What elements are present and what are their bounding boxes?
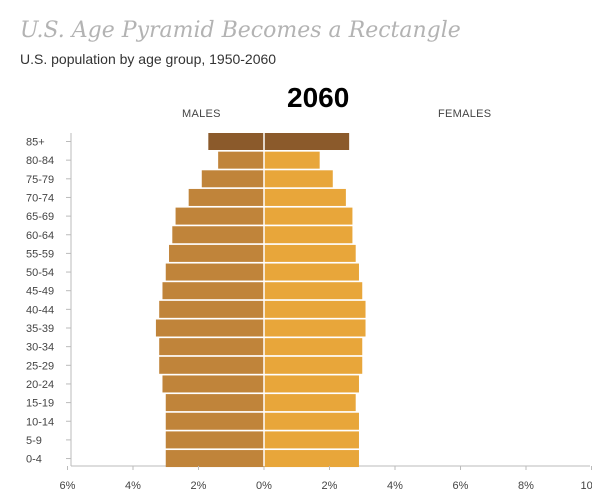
age-group-label: 15-19 — [26, 398, 54, 410]
females-label: FEMALES — [438, 108, 492, 120]
age-group-label: 20-24 — [26, 379, 54, 391]
female-bar — [264, 226, 353, 244]
male-bar — [165, 431, 264, 449]
female-bar — [264, 375, 359, 393]
x-tick-label: 2% — [322, 480, 338, 492]
female-bar — [264, 263, 359, 281]
female-bar — [264, 450, 359, 468]
age-group-label: 75-79 — [26, 174, 54, 186]
female-bar — [264, 207, 353, 225]
male-bar — [175, 207, 264, 225]
male-bar — [155, 319, 264, 337]
male-bar — [172, 226, 264, 244]
female-bar — [264, 394, 356, 412]
year-label: 2060 — [287, 82, 350, 113]
male-bar — [169, 244, 264, 262]
male-bar — [208, 133, 264, 150]
age-group-label: 35-39 — [26, 323, 54, 335]
female-bar — [264, 412, 359, 430]
female-bar — [264, 431, 359, 449]
age-group-label: 80-84 — [26, 155, 54, 167]
male-bar — [159, 338, 264, 356]
age-group-label: 65-69 — [26, 211, 54, 223]
x-tick-label: 10% — [580, 480, 592, 492]
female-bar — [264, 282, 363, 300]
age-group-label: 25-29 — [26, 360, 54, 372]
female-bar — [264, 319, 366, 337]
age-group-label: 50-54 — [26, 267, 54, 279]
female-bar — [264, 338, 363, 356]
x-tick-label: 0% — [256, 480, 272, 492]
x-tick-label: 4% — [125, 480, 141, 492]
female-bar — [264, 170, 333, 188]
female-bar — [264, 356, 363, 374]
age-group-label: 0-4 — [26, 454, 42, 466]
male-bar — [165, 412, 264, 430]
male-bar — [188, 188, 264, 206]
chart-subtitle: U.S. population by age group, 1950-2060 — [20, 51, 277, 67]
female-bar — [264, 133, 350, 150]
x-tick-label: 4% — [387, 480, 403, 492]
male-bar — [162, 282, 264, 300]
x-tick-label: 2% — [191, 480, 207, 492]
x-tick-label: 8% — [518, 480, 534, 492]
female-bar — [264, 188, 346, 206]
age-group-label: 55-59 — [26, 248, 54, 260]
age-group-label: 10-14 — [26, 416, 54, 428]
male-bar — [201, 170, 264, 188]
female-bar — [264, 151, 320, 169]
male-bar — [165, 450, 264, 468]
female-bar — [264, 244, 356, 262]
chart-title: U.S. Age Pyramid Becomes a Rectangle — [20, 18, 461, 43]
age-group-label: 40-44 — [26, 304, 54, 316]
male-bar — [165, 394, 264, 412]
x-tick-label: 6% — [453, 480, 469, 492]
male-bar — [218, 151, 264, 169]
male-bar — [159, 300, 264, 318]
age-group-label: 30-34 — [26, 342, 54, 354]
male-bar — [165, 263, 264, 281]
male-bar — [162, 375, 264, 393]
male-bar — [159, 356, 264, 374]
males-label: MALES — [182, 108, 221, 120]
age-group-label: 70-74 — [26, 192, 54, 204]
age-group-label: 60-64 — [26, 230, 54, 242]
x-tick-label: 6% — [60, 480, 76, 492]
female-bar — [264, 300, 366, 318]
age-group-label: 45-49 — [26, 286, 54, 298]
age-group-label: 5-9 — [26, 435, 42, 447]
age-group-label: 85+ — [26, 137, 45, 149]
